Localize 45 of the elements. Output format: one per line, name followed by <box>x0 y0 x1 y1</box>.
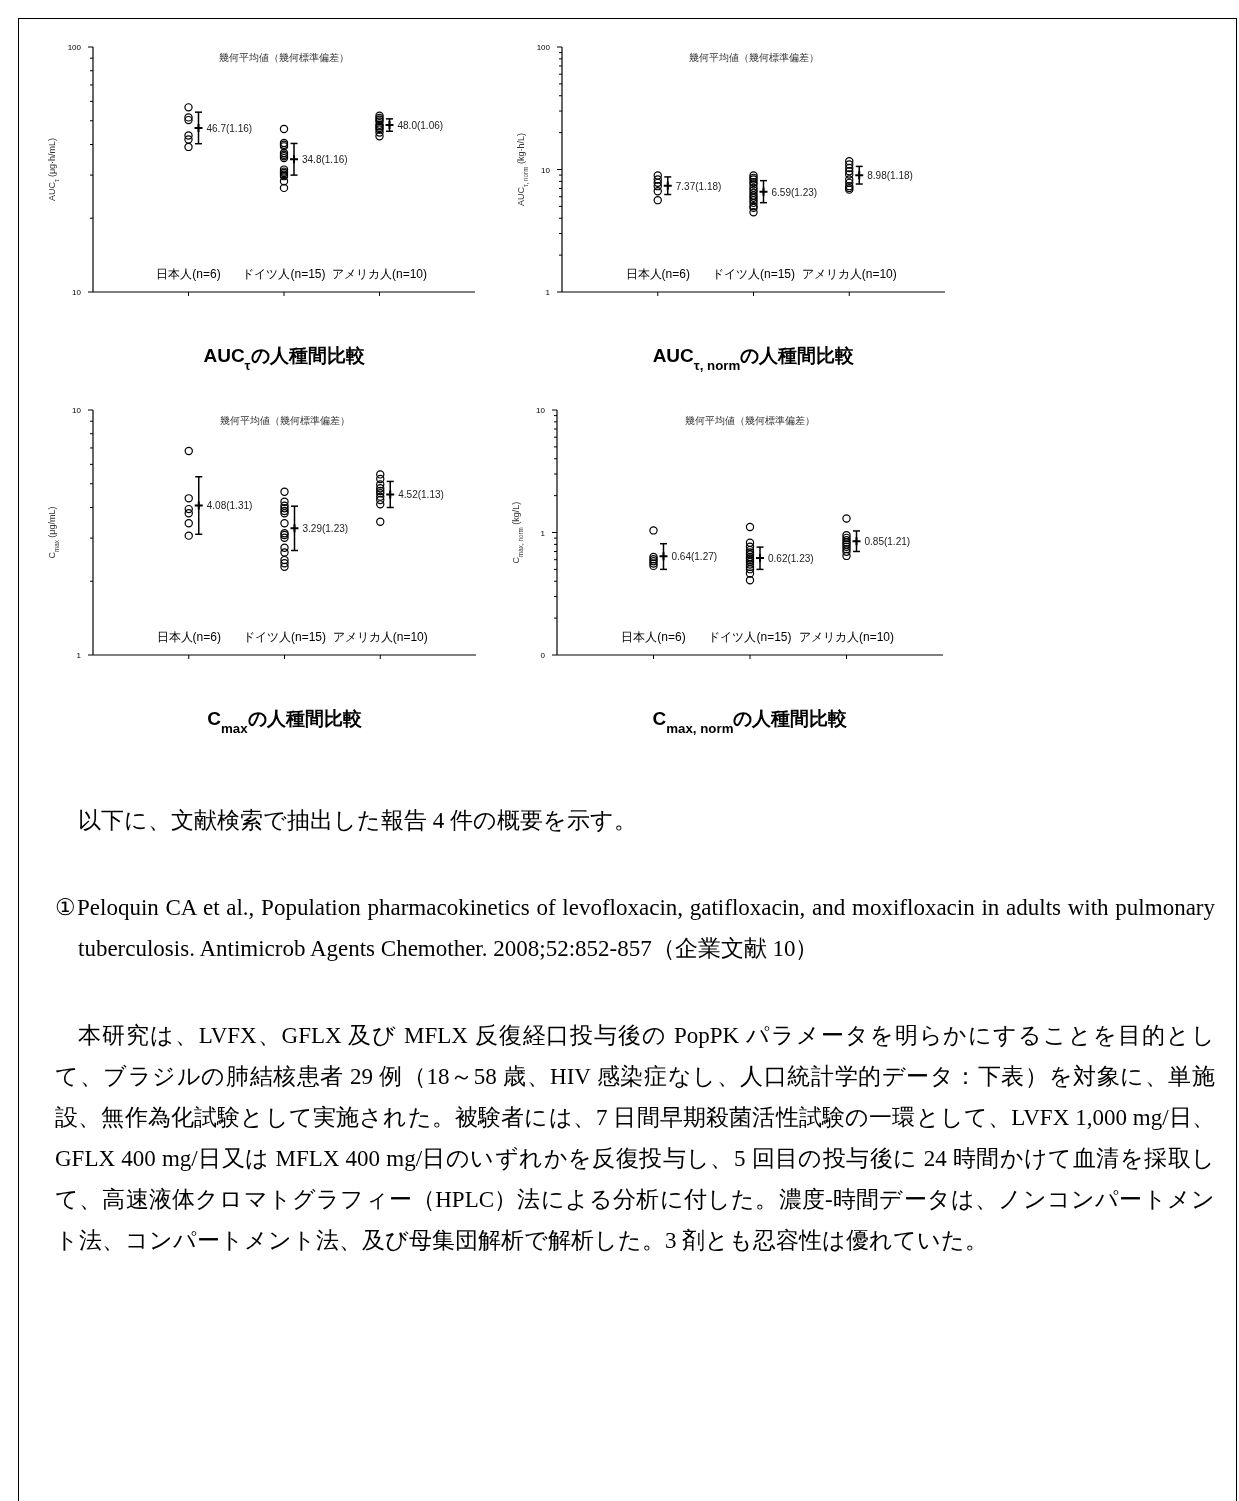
data-label: 34.8(1.16) <box>302 154 348 166</box>
text: C$_{max, norm}$の人種間比較 <box>652 708 849 736</box>
x-tick-label: ドイツ人(n=15) <box>242 630 327 644</box>
data-label: 7.37(1.18) <box>675 180 722 192</box>
data-label: 0.85(1.21) <box>864 536 911 548</box>
x-tick-label: アメリカ人(n=10) <box>801 267 897 281</box>
y-tick-label: 10 <box>541 165 551 175</box>
x-tick-label: 日本人(n=6) <box>156 267 221 281</box>
y-tick-label: 1 <box>545 288 551 297</box>
x-tick-label: 日本人(n=6) <box>621 630 686 644</box>
text: 幾何平均値（幾何標準偏差） <box>219 52 349 63</box>
text: AUC$_{τ, norm}$の人種間比較 <box>652 345 856 373</box>
y-tick-label: 1 <box>76 651 82 660</box>
data-label: 0.64(1.27) <box>671 551 718 563</box>
y-tick-label: 10 <box>72 406 82 415</box>
text: C$_{max}$の人種間比較 <box>207 708 363 736</box>
y-tick-label: 100 <box>67 43 82 52</box>
y-tick-label: 10 <box>536 406 546 415</box>
data-label: 46.7(1.16) <box>206 123 253 135</box>
data-label: 6.59(1.23) <box>771 186 818 198</box>
y-tick-label: 0 <box>540 651 546 660</box>
x-tick-label: ドイツ人(n=15) <box>711 267 796 281</box>
text: ①Peloquin CA et al., Population pharmacokinetics of levofloxacin, gatifloxacin, and moxifloxacin in adults with pulmonary tuberculosis. Antimicrob Agents Chemother. 2008;52:852-857（企業文献 10） <box>55 894 1215 963</box>
x-tick-label: アメリカ人(n=10) <box>332 630 428 644</box>
y-tick-label: 100 <box>536 43 551 52</box>
data-label: 4.08(1.31) <box>206 500 253 512</box>
text: 以下に、文献検索で抽出した報告 4 件の概要を示す。 <box>77 807 638 835</box>
x-tick-label: 日本人(n=6) <box>625 267 690 281</box>
x-tick-label: アメリカ人(n=10) <box>331 267 428 281</box>
data-label: 48.0(1.06) <box>397 120 444 132</box>
x-tick-label: アメリカ人(n=10) <box>798 630 895 644</box>
data-label: 8.98(1.18) <box>867 170 913 182</box>
data-label: 4.52(1.13) <box>398 489 444 501</box>
data-label: 3.29(1.23) <box>302 523 349 535</box>
text: 幾何平均値（幾何標準偏差） <box>219 415 350 426</box>
y-tick-label: 10 <box>72 288 82 297</box>
x-tick-label: 日本人(n=6) <box>156 630 221 644</box>
data-label: 0.62(1.23) <box>768 552 814 564</box>
text: AUC$_{τ}$の人種間比較 <box>203 345 366 373</box>
x-tick-label: ドイツ人(n=15) <box>242 267 326 281</box>
x-tick-label: ドイツ人(n=15) <box>708 630 792 644</box>
text: 幾何平均値（幾何標準偏差） <box>688 52 819 63</box>
y-tick-label: 1 <box>540 528 546 538</box>
text: 本研究は、LVFX、GFLX 及び MFLX 反復経口投与後の PopPK パラメータを明らかにすることを目的として、ブラジルの肺結核患者 29 例（18～58 歳、HIV 感染症なし、人口統計学的データ：下表）を対象に、単施設、無作為化試験として実施された。被験者には、7 日間早期殺菌活性試験の一環として、LVFX 1,000 mg/日、GFLX 400 mg/日又は MFLX 400 mg/日のいずれかを反復投与し、5 回目の投与後に 24 時間かけて血清を採取して、高速液体クロマトグラフィー（HPLC）法による分析に付した。濃度-時間データは、ノンコンパートメント法、コンパートメント法、及び母集団解析で解析した。3 剤とも忍容性は優れていた。 <box>55 1022 1215 1255</box>
text: 幾何平均値（幾何標準偏差） <box>685 415 815 426</box>
